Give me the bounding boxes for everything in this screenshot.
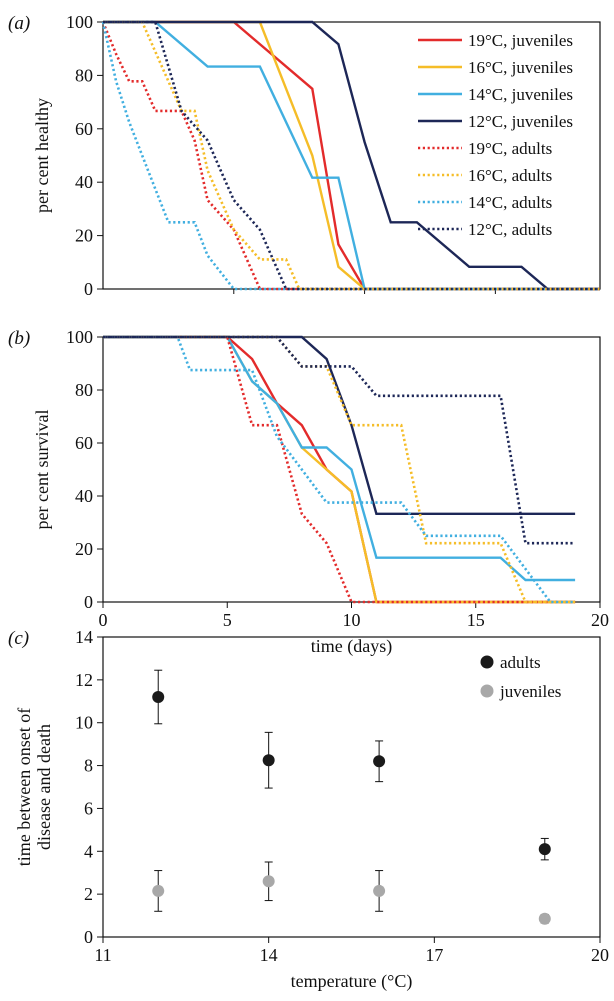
y-axis-title: per cent healthy (32, 98, 52, 213)
legend-label: 14°C, juveniles (468, 85, 573, 104)
y-tick-label: 6 (84, 798, 93, 818)
y-tick-label: 20 (75, 226, 93, 246)
y-tick-label: 0 (84, 592, 93, 612)
x-axis-title: temperature (°C) (291, 971, 413, 992)
x-tick-label: 15 (467, 610, 485, 630)
x-tick-label: 20 (591, 945, 609, 965)
legend-label: 12°C, adults (468, 220, 552, 239)
legend-label: 16°C, juveniles (468, 58, 573, 77)
series-group (101, 20, 600, 291)
series-line (103, 335, 576, 545)
y-tick-label: 14 (75, 627, 93, 647)
y-tick-label: 100 (66, 327, 93, 347)
y-tick-label: 100 (66, 12, 93, 32)
y-tick-label: 10 (75, 713, 93, 733)
y-tick-label: 40 (75, 486, 93, 506)
panel-label: (c) (8, 628, 29, 649)
x-tick-label: 17 (425, 945, 443, 965)
data-point (152, 884, 165, 897)
series-line (103, 335, 576, 515)
series-line (103, 335, 576, 604)
data-point (152, 691, 165, 703)
legend-label: 16°C, adults (468, 166, 552, 185)
legend-label: 19°C, juveniles (468, 31, 573, 50)
series-group (152, 669, 551, 925)
data-point (262, 754, 275, 767)
y-tick-label: 2 (84, 884, 93, 904)
series-line (103, 20, 600, 291)
y-axis-title: per cent survival (32, 410, 52, 530)
legend-label: 19°C, adults (468, 139, 552, 158)
series-line (101, 21, 600, 291)
legend-marker (480, 684, 494, 698)
legend: adults juveniles (480, 653, 561, 701)
series-line (103, 335, 576, 604)
series-line (103, 20, 600, 291)
x-tick-label: 20 (591, 610, 609, 630)
series-line (103, 335, 576, 582)
data-point (538, 843, 551, 856)
panel-label: (b) (8, 328, 30, 349)
y-tick-label: 80 (75, 380, 93, 400)
panel-label: (a) (8, 13, 30, 34)
y-tick-label: 0 (84, 279, 93, 299)
legend-label: juveniles (499, 682, 561, 701)
data-point (373, 884, 386, 897)
y-axis-title-line: disease and death (34, 724, 54, 850)
x-tick-label: 0 (99, 610, 108, 630)
series-line (103, 20, 600, 291)
legend-marker (480, 655, 494, 669)
series-group (103, 335, 576, 604)
plot-frame (102, 636, 601, 938)
data-point (538, 912, 551, 925)
series-line (103, 20, 600, 291)
y-tick-label: 0 (84, 927, 93, 947)
y-tick-label: 20 (75, 539, 93, 559)
x-tick-label: 5 (223, 610, 232, 630)
panel-1: (b) 0 20 40 60 80 100 0 5 10 15 20 time (days) per ce… (8, 327, 609, 657)
x-axis-title: time (days) (311, 636, 392, 657)
legend-label: 12°C, juveniles (468, 112, 573, 131)
x-tick-label: 14 (260, 945, 278, 965)
y-tick-label: 12 (75, 670, 93, 690)
y-axis-title-line: time between onset of (14, 708, 34, 866)
y-tick-label: 4 (84, 841, 93, 861)
y-tick-label: 40 (75, 172, 93, 192)
data-point (373, 755, 386, 768)
x-tick-label: 10 (343, 610, 361, 630)
data-point (262, 875, 275, 888)
panel-2: (c) 0 2 4 6 8 10 12 14 11 14 17 20 temperature (°C) ti… (8, 627, 609, 992)
x-tick-label: 11 (94, 945, 111, 965)
y-tick-label: 8 (84, 756, 93, 776)
legend: 19°C, juveniles 16°C, juveniles 14°C, juve… (418, 31, 573, 239)
y-tick-label: 80 (75, 65, 93, 85)
y-tick-label: 60 (75, 119, 93, 139)
legend-label: adults (500, 653, 541, 672)
panel-0: (a) 0 20 40 60 80 100 per cent healthy 19°C, juv… (8, 12, 601, 299)
y-tick-label: 60 (75, 433, 93, 453)
legend-label: 14°C, adults (468, 193, 552, 212)
